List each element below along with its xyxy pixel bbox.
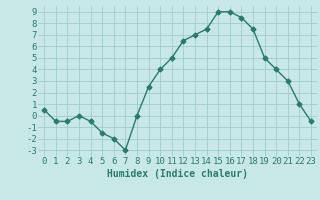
- X-axis label: Humidex (Indice chaleur): Humidex (Indice chaleur): [107, 169, 248, 179]
